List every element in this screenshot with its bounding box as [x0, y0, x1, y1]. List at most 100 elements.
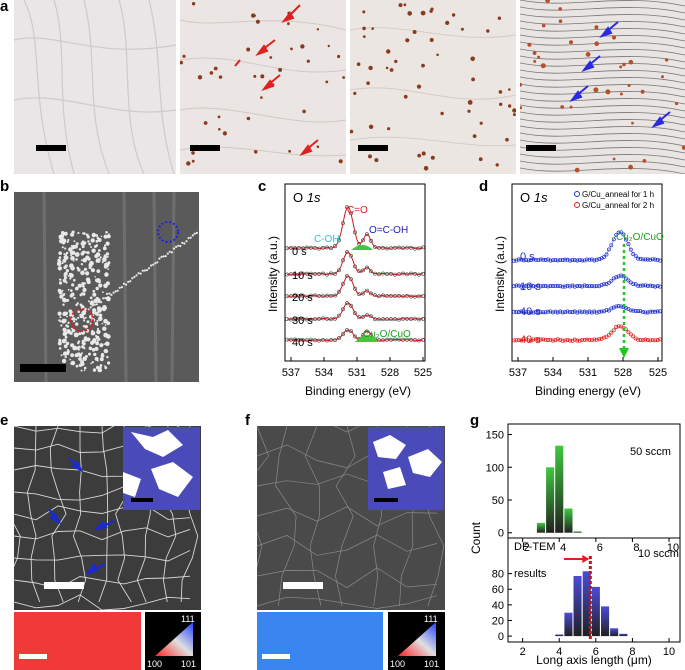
- particle: [251, 13, 256, 18]
- particle: [143, 269, 146, 272]
- particle: [302, 109, 306, 114]
- particle: [100, 307, 105, 311]
- particle: [81, 311, 84, 314]
- particle: [58, 281, 63, 285]
- particle: [63, 351, 68, 356]
- spectrum-point: [604, 252, 609, 257]
- wrinkle-line: [520, 132, 685, 140]
- panel-label-e: e: [0, 412, 9, 429]
- particle: [107, 261, 111, 265]
- particle: [222, 131, 227, 136]
- spectrum-point: [631, 334, 636, 339]
- particle: [362, 26, 366, 31]
- particle: [362, 35, 366, 38]
- wrinkle-line: [520, 13, 685, 21]
- spectrum-point: [529, 283, 533, 288]
- spectrum-point: [577, 309, 582, 314]
- particle: [203, 121, 208, 125]
- particle: [545, 0, 550, 3]
- particle: [366, 81, 370, 85]
- particle: [83, 317, 86, 320]
- particle: [478, 157, 483, 162]
- particle: [353, 91, 357, 95]
- spectrum-point: [585, 310, 589, 315]
- particle: [102, 326, 107, 331]
- wrinkle-line: [520, 27, 685, 35]
- particle: [63, 273, 66, 275]
- particle: [116, 289, 119, 292]
- particle: [64, 264, 68, 268]
- histogram-bar: [546, 467, 555, 533]
- particle: [619, 92, 623, 96]
- spectrum-point: [337, 313, 341, 318]
- spectrum-point: [619, 304, 624, 309]
- wrinkle-line: [520, 41, 685, 49]
- spectrum-line: [513, 305, 661, 313]
- particle: [80, 360, 84, 364]
- spectrum-point: [655, 284, 660, 289]
- particle: [440, 111, 444, 116]
- particle: [403, 3, 407, 7]
- particle: [100, 235, 103, 238]
- c-xtick: 531: [348, 367, 366, 379]
- c-peak-coh: C-OH: [314, 234, 340, 245]
- histogram-bar: [573, 576, 582, 637]
- particle: [569, 105, 573, 109]
- particle: [498, 90, 503, 94]
- spectrum-point: [369, 269, 373, 274]
- particle: [327, 44, 330, 48]
- ipf-legend-e: 111 100 101: [145, 612, 201, 670]
- particle: [89, 296, 93, 300]
- particle: [145, 269, 148, 272]
- particle: [628, 164, 633, 170]
- particle: [300, 44, 305, 49]
- spectrum-point: [597, 257, 602, 262]
- spectrum-point: [553, 309, 558, 314]
- particle: [77, 231, 80, 235]
- particle: [104, 262, 109, 267]
- particle: [103, 254, 107, 259]
- particle: [86, 251, 90, 255]
- wrinkle-line: [520, 48, 685, 56]
- spectrum-point: [524, 283, 529, 288]
- spectrum-point: [614, 325, 619, 329]
- particle: [87, 240, 90, 243]
- particle: [65, 269, 69, 273]
- particle: [71, 231, 74, 234]
- optical-image-a2: [180, 0, 346, 174]
- particle: [191, 234, 194, 237]
- particle: [71, 328, 76, 333]
- particle: [168, 250, 171, 253]
- spectrum-point: [369, 291, 373, 296]
- c-peak-ococh: O=C-OH: [369, 225, 408, 236]
- spectrum-point: [550, 310, 555, 315]
- particle: [166, 252, 169, 255]
- spectrum-point: [575, 258, 580, 263]
- particle: [585, 52, 591, 57]
- spectrum-point: [650, 284, 655, 289]
- panel-label-b: b: [0, 178, 10, 195]
- particle: [82, 257, 87, 263]
- spectrum-point: [341, 258, 345, 263]
- wrinkle-line: [520, 6, 685, 14]
- particle: [73, 278, 76, 282]
- particle: [70, 254, 73, 257]
- particle: [106, 350, 109, 353]
- particle: [66, 240, 69, 243]
- particle: [96, 306, 102, 311]
- spectrum-point: [606, 333, 611, 338]
- fit-peak-area: [351, 245, 373, 250]
- particle: [91, 361, 94, 364]
- particle: [89, 300, 95, 306]
- particle: [83, 366, 87, 370]
- x-tick-label: 6: [597, 542, 603, 554]
- particle: [287, 22, 290, 26]
- spectrum-point: [616, 274, 621, 279]
- particle: [520, 82, 522, 87]
- c-xtick: 528: [381, 367, 399, 379]
- particle: [65, 341, 70, 346]
- particle: [80, 263, 84, 266]
- particle: [81, 339, 85, 343]
- d-time-1: 10 s: [520, 281, 541, 293]
- panel-label-c: c: [258, 178, 267, 195]
